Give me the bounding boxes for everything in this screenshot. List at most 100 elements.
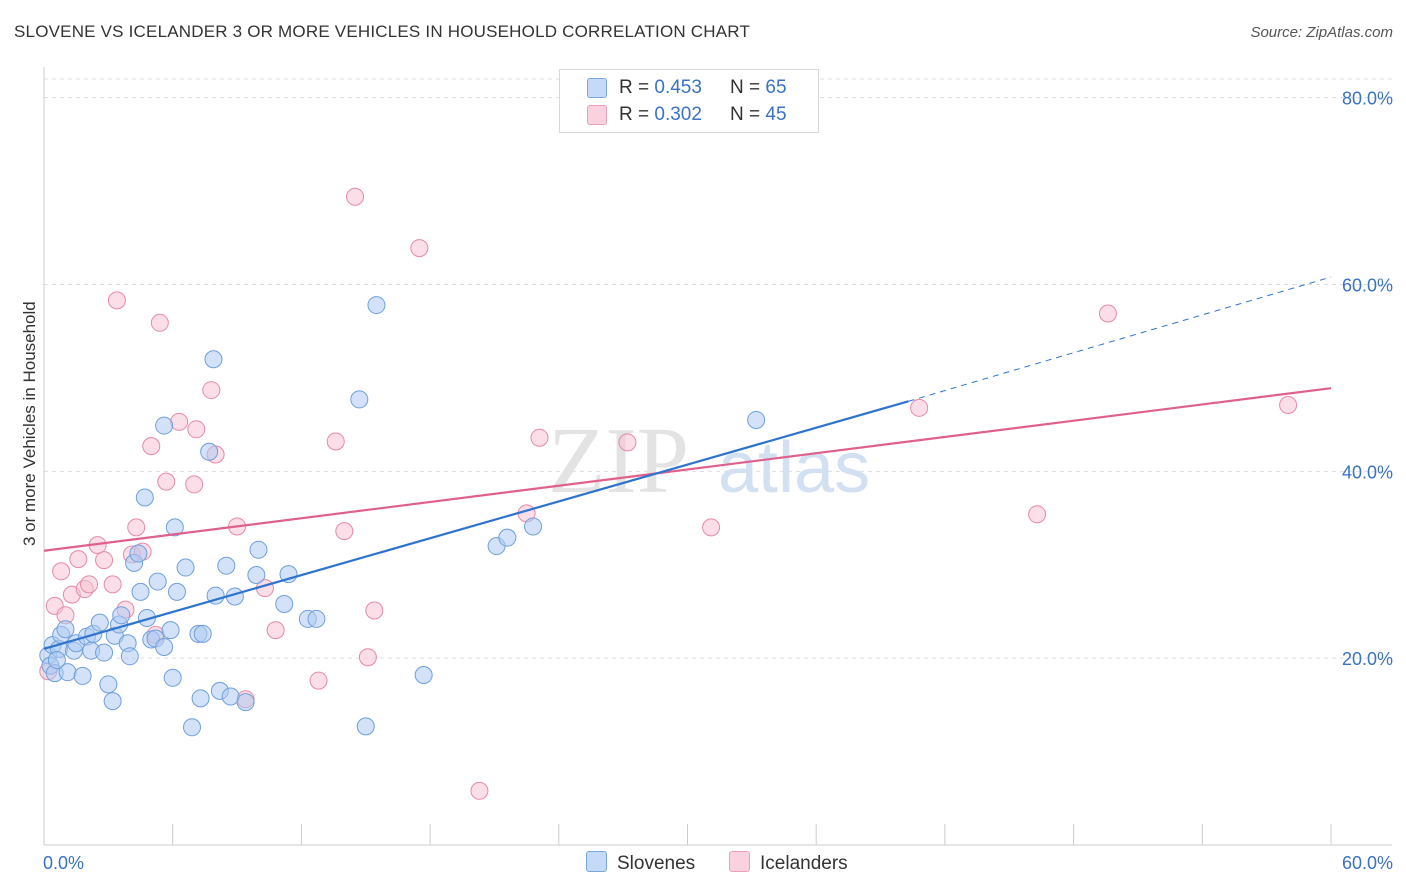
slovenes-point-6 <box>56 620 75 639</box>
icelanders-point-44 <box>1279 396 1298 415</box>
icelanders-point-14 <box>127 518 146 537</box>
y-tick-label-40: 40.0% <box>1342 462 1393 482</box>
slovenes-point-38 <box>183 718 202 737</box>
slovenes-point-46 <box>217 556 236 575</box>
bottom-legend-swatch-slovenes <box>586 851 607 872</box>
slovenes-point-64 <box>47 651 66 670</box>
icelanders-point-34 <box>365 601 384 620</box>
icelanders-point-36 <box>470 781 489 800</box>
icelanders-point-2 <box>52 562 71 581</box>
legend-row-icelanders: R = 0.302 N = 45 <box>560 101 818 128</box>
trend-lines <box>43 276 1332 650</box>
slovenes-point-55 <box>307 609 326 628</box>
bottom-legend-slovenes: Slovenes <box>586 851 695 875</box>
icelanders-point-42 <box>1028 505 1047 524</box>
slovenes-trend-line <box>43 400 909 650</box>
icelanders-point-35 <box>410 239 429 258</box>
slovenes-point-16 <box>99 675 118 694</box>
watermark-atlas: atlas <box>718 428 870 508</box>
watermark-zip: ZIP <box>548 409 689 513</box>
slovenes-point-14 <box>90 613 109 632</box>
icelanders-point-5 <box>69 550 88 569</box>
icelanders-point-16 <box>142 437 161 456</box>
icelanders-point-11 <box>107 291 126 310</box>
slovenes-point-30 <box>148 572 167 591</box>
y-tick-label-20: 20.0% <box>1342 649 1393 669</box>
x-tick-label-min: 0.0% <box>43 853 84 873</box>
slovenes-point-57 <box>356 717 375 736</box>
icelanders-point-23 <box>202 381 221 400</box>
legend-n-icelanders: N = 45 <box>730 104 787 125</box>
legend-r-icelanders: R = 0.302 <box>619 104 702 125</box>
slovenes-point-33 <box>161 621 180 640</box>
slovenes-point-43 <box>204 350 223 369</box>
icelanders-point-19 <box>157 472 176 491</box>
icelanders-point-32 <box>346 187 365 206</box>
tick-labels: 20.0% 40.0% 60.0% 80.0% 0.0% 60.0% <box>43 89 1393 873</box>
icelanders-point-29 <box>309 671 328 690</box>
icelanders-point-38 <box>530 428 549 447</box>
icelanders-trend-line <box>43 387 1332 552</box>
grid-lines <box>44 78 1392 659</box>
source-label: Source: ZipAtlas.com <box>1250 24 1393 41</box>
slovenes-point-26 <box>135 488 154 507</box>
slovenes-point-17 <box>103 692 122 711</box>
x-tick-label-max: 60.0% <box>1342 853 1393 873</box>
y-tick-label-80: 80.0% <box>1342 89 1393 109</box>
slovenes-point-10 <box>73 666 92 685</box>
slovenes-point-51 <box>249 540 268 559</box>
icelanders-point-43 <box>1098 304 1117 323</box>
legend-box: R = 0.453 N = 65 R = 0.302 N = 45 <box>559 69 819 133</box>
chart-title: SLOVENE VS ICELANDER 3 OR MORE VEHICLES … <box>14 22 751 41</box>
slovenes-point-49 <box>236 693 255 712</box>
slovenes-point-61 <box>498 528 517 547</box>
slovenes-trend-line-extension <box>908 276 1332 402</box>
slovenes-point-32 <box>155 416 174 435</box>
legend-r-slovenes: R = 0.453 <box>619 77 702 98</box>
slovenes-point-35 <box>165 518 184 537</box>
icelanders-point-21 <box>185 475 204 494</box>
bottom-legend: Slovenes Icelanders <box>0 851 1406 877</box>
slovenes-point-15 <box>95 643 114 662</box>
icelanders-point-30 <box>326 432 345 451</box>
icelanders-point-9 <box>95 551 114 570</box>
slovenes-point-36 <box>167 582 186 601</box>
icelanders-point-22 <box>187 420 206 439</box>
slovenes-points <box>39 296 766 737</box>
slovenes-point-20 <box>112 606 131 625</box>
legend-row-slovenes: R = 0.453 N = 65 <box>560 74 818 101</box>
legend-swatch-icelanders <box>587 105 607 125</box>
bottom-legend-icelanders: Icelanders <box>729 851 848 875</box>
icelanders-point-20 <box>170 412 189 431</box>
icelanders-point-40 <box>702 518 721 537</box>
slovenes-point-40 <box>191 689 210 708</box>
slovenes-point-31 <box>155 637 174 656</box>
bottom-legend-swatch-icelanders <box>729 851 750 872</box>
slovenes-point-62 <box>524 517 543 536</box>
slovenes-point-47 <box>221 687 240 706</box>
slovenes-point-25 <box>131 582 150 601</box>
icelanders-point-41 <box>910 398 929 417</box>
icelanders-point-28 <box>266 621 285 640</box>
slovenes-point-63 <box>747 410 766 429</box>
icelanders-point-7 <box>80 575 99 594</box>
legend-n-slovenes: N = 65 <box>730 77 787 98</box>
slovenes-point-41 <box>193 624 212 643</box>
axes <box>43 67 1392 846</box>
slovenes-point-34 <box>163 668 182 687</box>
slovenes-point-52 <box>275 594 294 613</box>
slovenes-point-42 <box>200 442 219 461</box>
icelanders-point-31 <box>335 522 354 541</box>
slovenes-point-58 <box>367 296 386 315</box>
slovenes-point-24 <box>129 544 148 563</box>
slovenes-point-59 <box>414 665 433 684</box>
watermark: ZIP atlas <box>548 409 870 513</box>
slovenes-point-56 <box>350 390 369 409</box>
icelanders-point-33 <box>358 648 377 667</box>
icelanders-point-10 <box>103 575 122 594</box>
y-tick-label-60: 60.0% <box>1342 276 1393 296</box>
slovenes-point-37 <box>176 558 195 577</box>
slovenes-point-50 <box>247 566 266 585</box>
icelanders-point-39 <box>618 433 637 452</box>
